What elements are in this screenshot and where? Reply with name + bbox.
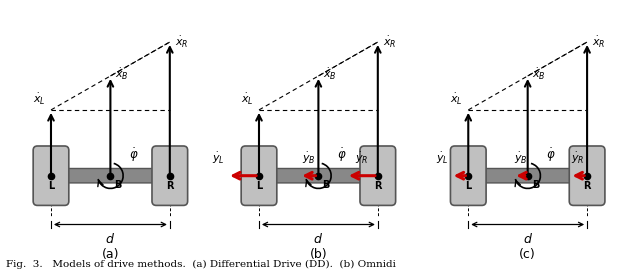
Text: $\dot{x}_R$: $\dot{x}_R$ <box>175 35 189 50</box>
Text: B: B <box>115 180 122 190</box>
FancyBboxPatch shape <box>241 146 277 205</box>
Text: $\dot{y}_B$: $\dot{y}_B$ <box>514 151 527 166</box>
Text: R: R <box>374 181 381 191</box>
Text: $\dot{y}_R$: $\dot{y}_R$ <box>572 151 585 166</box>
Text: (c): (c) <box>519 248 536 261</box>
Text: $\dot{x}_L$: $\dot{x}_L$ <box>451 92 463 107</box>
Text: (a): (a) <box>102 248 119 261</box>
FancyBboxPatch shape <box>467 168 589 183</box>
Text: Fig.  3.   Models of drive methods.  (a) Differential Drive (DD).  (b) Omnidi: Fig. 3. Models of drive methods. (a) Dif… <box>6 259 396 269</box>
Text: $\dot{y}_L$: $\dot{y}_L$ <box>212 151 225 166</box>
Text: $\dot{x}_B$: $\dot{x}_B$ <box>532 67 546 82</box>
Text: $d$: $d$ <box>314 232 323 246</box>
Text: $\dot{x}_L$: $\dot{x}_L$ <box>33 92 46 107</box>
FancyBboxPatch shape <box>360 146 396 205</box>
Text: $\dot{x}_R$: $\dot{x}_R$ <box>383 35 397 50</box>
Text: $\dot{x}_L$: $\dot{x}_L$ <box>241 92 254 107</box>
Text: L: L <box>48 181 54 191</box>
FancyBboxPatch shape <box>49 168 172 183</box>
Text: L: L <box>465 181 472 191</box>
Text: B: B <box>323 180 330 190</box>
Text: R: R <box>166 181 173 191</box>
Text: L: L <box>256 181 262 191</box>
Text: B: B <box>532 180 539 190</box>
Text: $\dot{y}_B$: $\dot{y}_B$ <box>302 151 316 166</box>
FancyBboxPatch shape <box>451 146 486 205</box>
FancyBboxPatch shape <box>152 146 188 205</box>
Text: $\dot{x}_R$: $\dot{x}_R$ <box>592 35 606 50</box>
Text: $\dot{x}_B$: $\dot{x}_B$ <box>323 67 337 82</box>
Text: $\dot{\varphi}$: $\dot{\varphi}$ <box>546 147 556 164</box>
Text: $d$: $d$ <box>523 232 532 246</box>
FancyBboxPatch shape <box>33 146 69 205</box>
Text: $\dot{x}_B$: $\dot{x}_B$ <box>115 67 129 82</box>
FancyBboxPatch shape <box>257 168 380 183</box>
Text: $\dot{y}_L$: $\dot{y}_L$ <box>436 151 449 166</box>
Text: $\dot{\varphi}$: $\dot{\varphi}$ <box>337 147 346 164</box>
Text: $\dot{y}_R$: $\dot{y}_R$ <box>355 151 369 166</box>
Text: R: R <box>583 181 591 191</box>
Text: (b): (b) <box>310 248 327 261</box>
Text: $\dot{\varphi}$: $\dot{\varphi}$ <box>129 147 138 164</box>
Text: $d$: $d$ <box>106 232 115 246</box>
FancyBboxPatch shape <box>569 146 605 205</box>
